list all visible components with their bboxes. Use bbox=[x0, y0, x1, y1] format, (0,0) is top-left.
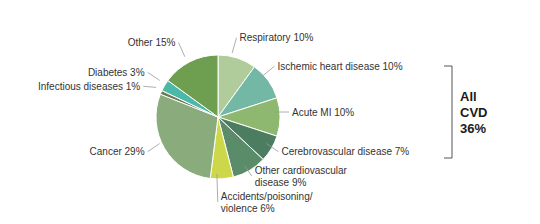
svg-text:Infectious diseases 1%: Infectious diseases 1% bbox=[38, 81, 140, 92]
svg-text:CVD: CVD bbox=[460, 105, 487, 120]
svg-text:Other 15%: Other 15% bbox=[128, 37, 176, 48]
svg-text:Accidents/poisoning/: Accidents/poisoning/ bbox=[221, 191, 313, 202]
svg-text:Cancer 29%: Cancer 29% bbox=[90, 146, 145, 157]
svg-text:Respiratory 10%: Respiratory 10% bbox=[239, 32, 313, 43]
svg-text:violence 6%: violence 6% bbox=[221, 203, 275, 214]
svg-text:36%: 36% bbox=[460, 121, 486, 136]
svg-text:Diabetes 3%: Diabetes 3% bbox=[88, 67, 145, 78]
svg-text:Acute MI 10%: Acute MI 10% bbox=[292, 107, 354, 118]
svg-text:All: All bbox=[460, 89, 477, 104]
svg-text:Other cardiovascular: Other cardiovascular bbox=[255, 165, 348, 176]
svg-text:disease 9%: disease 9% bbox=[255, 177, 307, 188]
svg-text:Cerebrovascular disease 7%: Cerebrovascular disease 7% bbox=[281, 146, 409, 157]
svg-text:Ischemic heart disease 10%: Ischemic heart disease 10% bbox=[277, 61, 402, 72]
